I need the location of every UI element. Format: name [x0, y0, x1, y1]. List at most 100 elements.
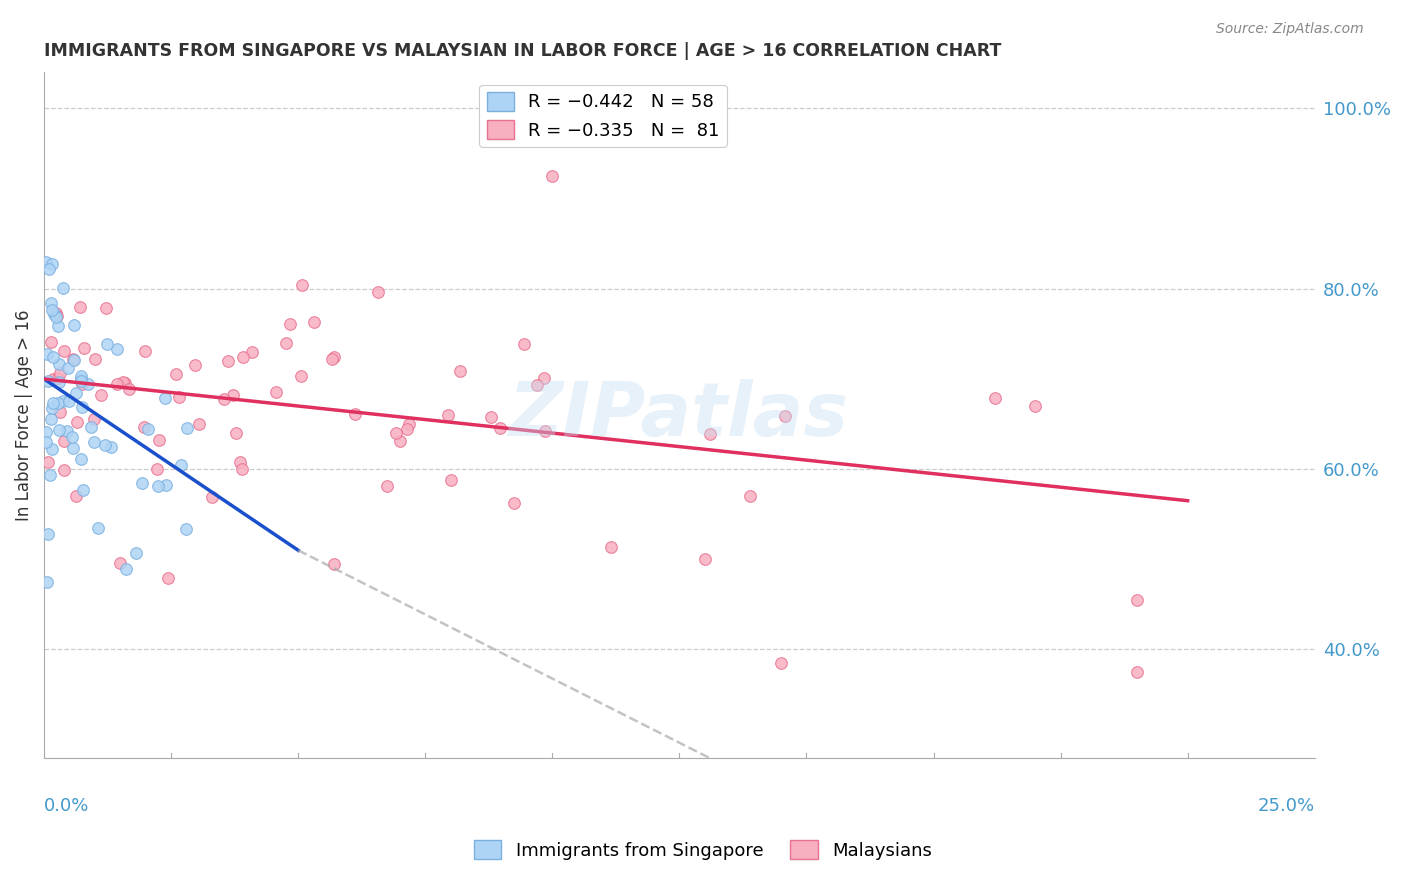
Point: [225, 426, 247, 441]
Point: [48, 423, 70, 437]
Point: [66, 416, 89, 430]
Point: [738, 489, 761, 503]
Point: [375, 479, 398, 493]
Point: [773, 409, 796, 424]
Point: [290, 369, 312, 384]
Point: [105, 342, 128, 356]
Point: [94, 438, 117, 452]
Point: [134, 344, 156, 359]
Point: [437, 408, 460, 422]
Point: [42, 396, 65, 410]
Legend: R = −0.442   N = 58, R = −0.335   N =  81: R = −0.442 N = 58, R = −0.335 N = 81: [479, 85, 727, 147]
Point: [46, 371, 69, 385]
Point: [770, 656, 793, 670]
Point: [231, 462, 253, 476]
Text: Source: ZipAtlas.com: Source: ZipAtlas.com: [1216, 22, 1364, 37]
Point: [323, 350, 346, 364]
Point: [984, 392, 1007, 406]
Point: [52, 463, 75, 477]
Point: [49, 367, 72, 381]
Text: 0.0%: 0.0%: [44, 797, 90, 814]
Point: [274, 335, 297, 350]
Point: [52, 393, 75, 408]
Point: [65, 489, 87, 503]
Point: [94, 301, 117, 315]
Point: [533, 370, 555, 384]
Point: [240, 345, 263, 359]
Text: 25.0%: 25.0%: [1257, 797, 1315, 814]
Point: [541, 169, 564, 183]
Point: [264, 384, 287, 399]
Point: [153, 391, 176, 405]
Point: [513, 336, 536, 351]
Point: [503, 495, 526, 509]
Point: [35, 347, 58, 361]
Y-axis label: In Labor Force | Age > 16: In Labor Force | Age > 16: [15, 310, 32, 521]
Point: [344, 407, 367, 421]
Point: [124, 546, 146, 560]
Point: [599, 541, 621, 555]
Point: [201, 491, 224, 505]
Point: [42, 351, 65, 365]
Point: [35, 255, 58, 269]
Point: [83, 412, 105, 426]
Point: [37, 455, 59, 469]
Point: [489, 421, 512, 435]
Point: [69, 300, 91, 314]
Point: [388, 434, 411, 449]
Point: [62, 441, 84, 455]
Point: [440, 473, 463, 487]
Point: [221, 387, 243, 401]
Point: [52, 434, 75, 448]
Point: [70, 401, 93, 415]
Point: [53, 343, 76, 358]
Point: [108, 556, 131, 570]
Point: [96, 337, 118, 351]
Point: [48, 357, 70, 371]
Point: [146, 461, 169, 475]
Point: [45, 310, 67, 324]
Point: [533, 424, 555, 438]
Text: ZIPatlas: ZIPatlas: [509, 378, 849, 451]
Point: [1126, 665, 1149, 679]
Point: [60, 430, 83, 444]
Point: [80, 420, 103, 434]
Point: [699, 427, 721, 442]
Point: [148, 433, 170, 447]
Point: [479, 409, 502, 424]
Point: [70, 372, 93, 386]
Point: [136, 422, 159, 436]
Point: [48, 375, 70, 389]
Point: [146, 479, 169, 493]
Point: [73, 341, 96, 355]
Point: [41, 442, 63, 456]
Point: [41, 303, 63, 318]
Point: [41, 257, 63, 271]
Point: [39, 334, 62, 349]
Point: [322, 558, 344, 572]
Point: [83, 352, 105, 367]
Point: [42, 371, 65, 385]
Point: [526, 378, 548, 392]
Point: [39, 412, 62, 426]
Point: [367, 285, 389, 300]
Point: [34, 425, 56, 439]
Point: [77, 376, 100, 391]
Point: [188, 417, 211, 431]
Point: [321, 352, 343, 367]
Point: [1024, 399, 1046, 413]
Point: [112, 376, 135, 390]
Point: [184, 359, 207, 373]
Point: [58, 394, 80, 409]
Point: [48, 405, 70, 419]
Point: [212, 392, 235, 407]
Legend: Immigrants from Singapore, Malaysians: Immigrants from Singapore, Malaysians: [467, 833, 939, 867]
Point: [167, 390, 190, 404]
Point: [41, 401, 63, 416]
Point: [90, 388, 112, 402]
Point: [34, 434, 56, 449]
Point: [86, 521, 108, 535]
Point: [118, 382, 141, 396]
Point: [72, 483, 94, 497]
Point: [114, 376, 136, 390]
